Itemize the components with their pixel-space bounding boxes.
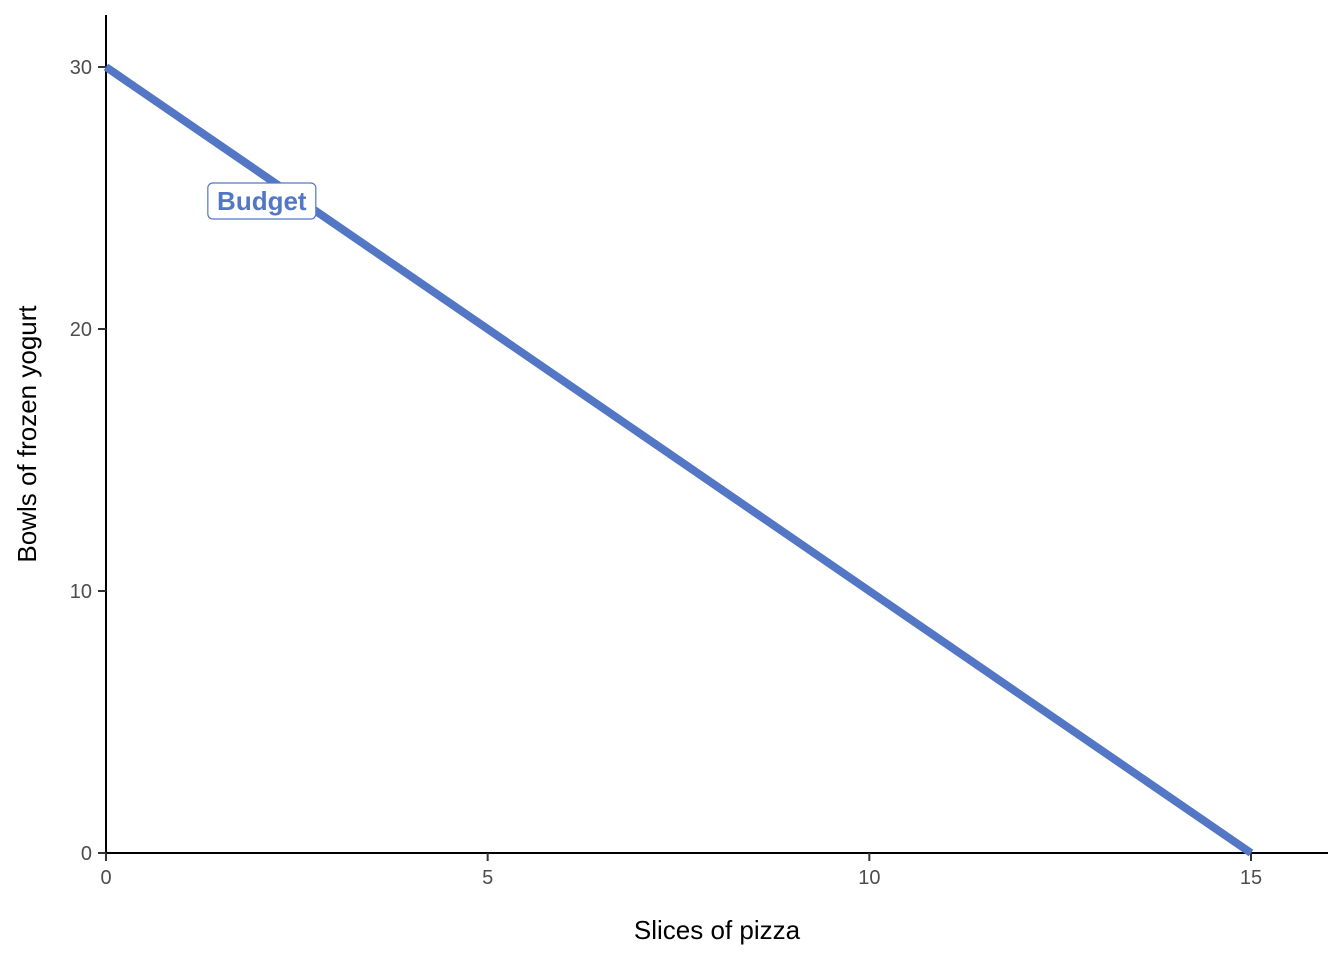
x-axis-title: Slices of pizza	[634, 915, 801, 945]
y-axis-title: Bowls of frozen yogurt	[12, 305, 42, 563]
plot-area: 0 5 10 15 0 10 20 30 Budget	[70, 15, 1328, 889]
annotation-label-box	[207, 182, 317, 220]
y-tick-label: 30	[70, 57, 92, 79]
annotation-layer: Budget	[207, 182, 317, 220]
x-tick-label: 5	[482, 867, 493, 889]
annotation-label-budget: Budget	[217, 186, 307, 216]
x-tick-label: 0	[100, 867, 111, 889]
y-ticks: 0 10 20 30	[70, 57, 106, 865]
y-tick-label: 0	[81, 843, 92, 865]
x-tick-label: 10	[858, 867, 880, 889]
y-tick-label: 20	[70, 319, 92, 341]
x-ticks: 0 5 10 15	[100, 853, 1262, 889]
x-tick-label: 15	[1240, 867, 1262, 889]
y-tick-label: 10	[70, 581, 92, 603]
